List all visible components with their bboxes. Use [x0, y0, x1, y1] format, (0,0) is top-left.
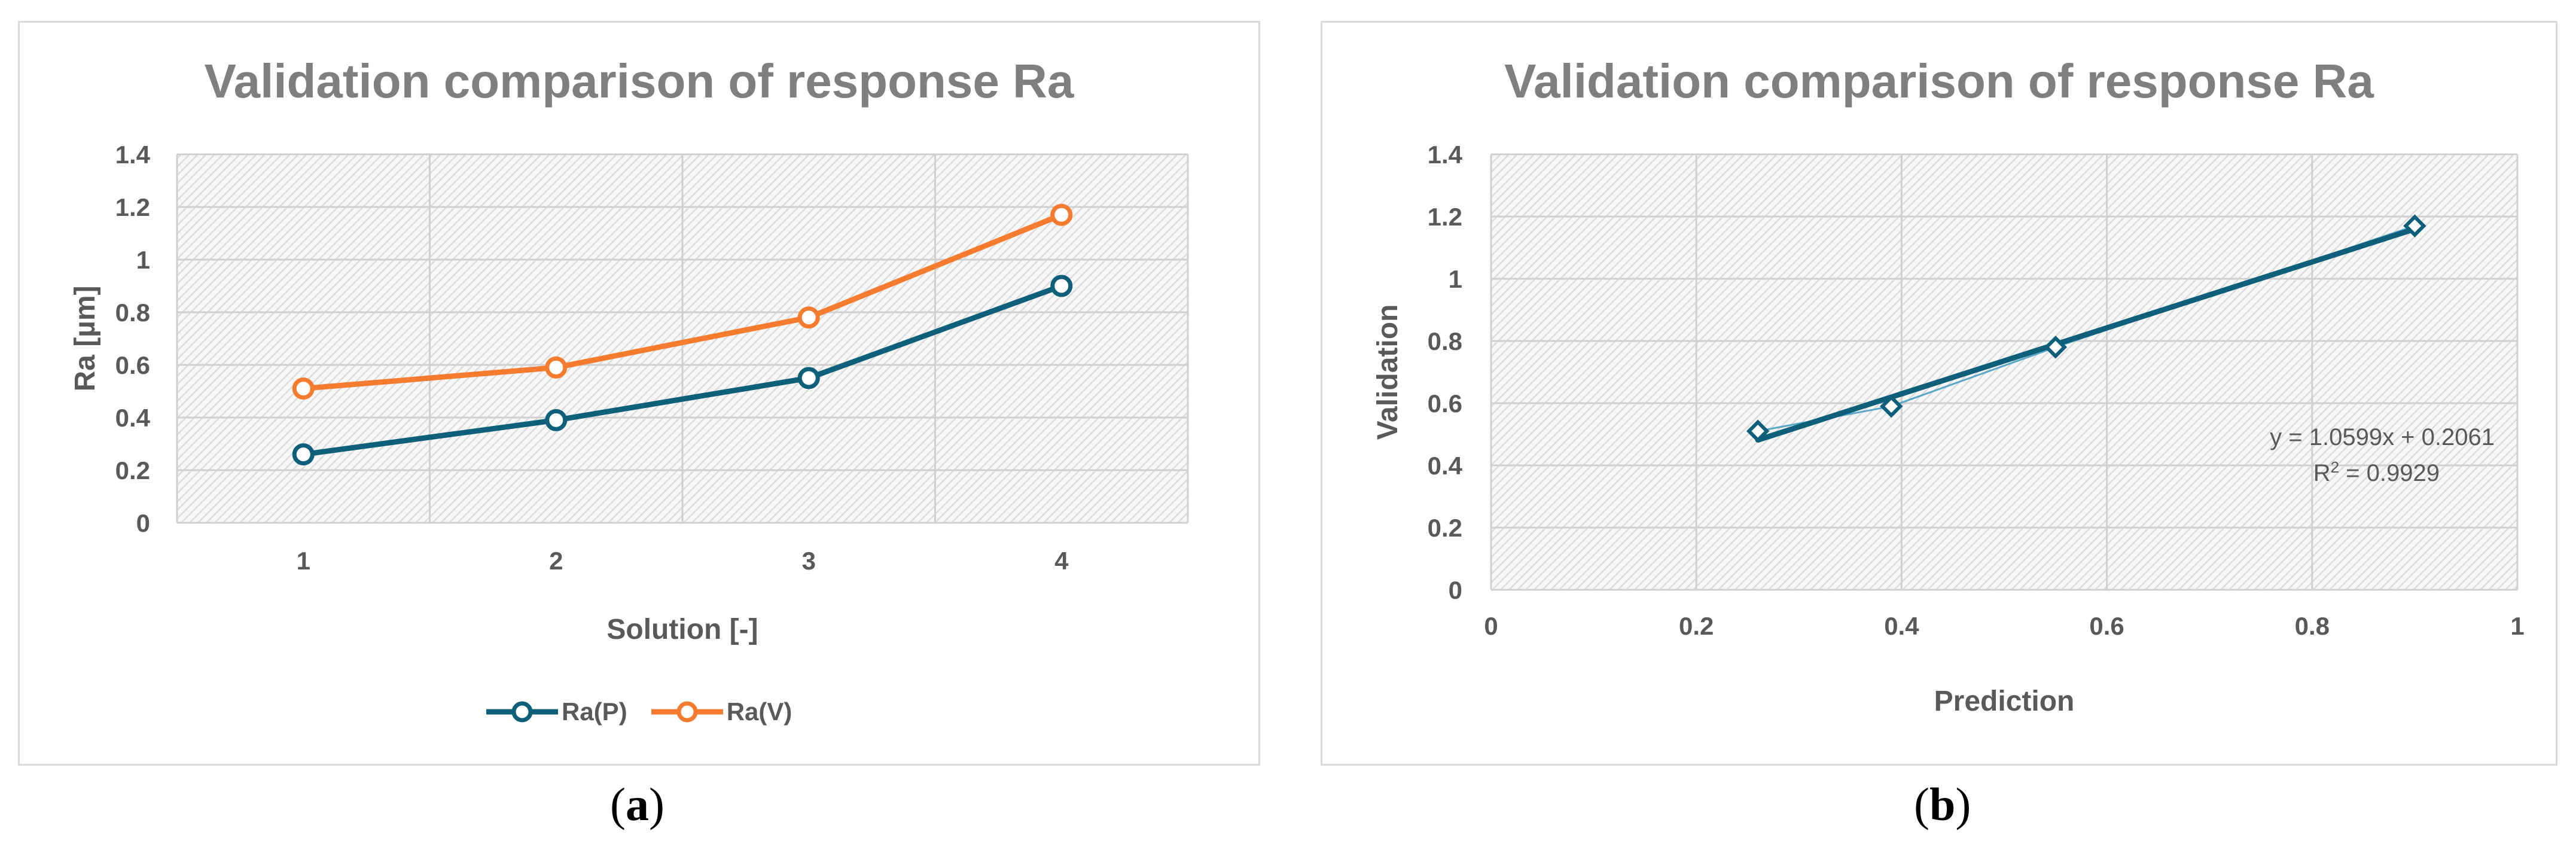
- x-axis-label: Solution [-]: [606, 614, 758, 645]
- y-tick-label: 0.6: [115, 351, 150, 379]
- data-point: [545, 409, 568, 431]
- y-tick-label: 0.4: [115, 404, 151, 432]
- data-point: [1050, 203, 1073, 226]
- series-line-rav: [303, 212, 1063, 392]
- chart-title-a: Validation comparison of response Ra: [204, 54, 1074, 108]
- trendline-equation: y = 1.0599x + 0.2061: [2270, 424, 2495, 450]
- x-tick-label: 0.4: [1884, 612, 1919, 640]
- y-tick-label: 0: [136, 509, 150, 537]
- y-tick-label: 1.4: [115, 141, 151, 169]
- data-point: [292, 377, 315, 400]
- data-point: [797, 367, 820, 389]
- chart-title-b: Validation comparison of response Ra: [1504, 54, 2374, 108]
- y-tick-label: 1: [136, 246, 150, 274]
- legend-label-rap: Ra(P): [562, 697, 627, 726]
- x-tick-label: 1: [2510, 612, 2524, 640]
- r-squared-label: R2 = 0.9929: [2313, 458, 2440, 486]
- data-point: [1746, 419, 1770, 443]
- x-tick-label: 0.6: [2089, 612, 2124, 640]
- y-tick-label: 1.2: [1428, 203, 1462, 231]
- chart-panel-b: Validation comparison of response Ra 0 0.…: [1321, 21, 2557, 766]
- line-chart-svg: 0 0.2 0.4 0.6 0.8 1 1.2 1.4 1 2 3 4 Solution [-] Ra […: [69, 141, 1189, 645]
- legend-label-rav: Ra(V): [726, 697, 792, 726]
- data-point: [2403, 214, 2426, 237]
- x-tick-label: 3: [802, 547, 816, 575]
- x-axis-label: Prediction: [1934, 686, 2075, 717]
- y-tick-label: 1: [1449, 265, 1462, 293]
- y-axis-label: Validation: [1372, 304, 1404, 440]
- x-tick-label: 1: [297, 547, 310, 575]
- y-tick-label: 0.4: [1428, 452, 1463, 480]
- caption-b: (b): [1914, 778, 1971, 830]
- y-tick-label: 0.6: [1428, 389, 1462, 418]
- chart-legend-a: Ra(P) Ra(V): [486, 697, 816, 726]
- data-point: [1050, 275, 1073, 297]
- x-tick-label: 0: [1484, 612, 1498, 640]
- plot-area: [1491, 154, 2517, 590]
- data-point: [292, 443, 315, 466]
- legend-item-rav: Ra(V): [651, 697, 792, 726]
- data-point: [2044, 336, 2068, 359]
- trendline: [1755, 226, 2418, 443]
- y-tick-label: 0.8: [1428, 327, 1462, 355]
- data-point: [797, 306, 820, 329]
- data-point: [545, 356, 568, 379]
- chart-panel-a: Validation comparison of response Ra 0 0.…: [18, 21, 1260, 766]
- x-tick-label: 2: [549, 547, 563, 575]
- y-tick-label: 0.2: [115, 456, 150, 485]
- y-tick-label: 1.2: [115, 193, 150, 221]
- data-point: [1879, 394, 1903, 418]
- y-axis-label: Ra [µm]: [69, 286, 101, 392]
- y-tick-label: 0.2: [1428, 514, 1462, 542]
- x-tick-label: 0.8: [2295, 612, 2330, 640]
- series-line-rap: [303, 283, 1063, 458]
- scatter-chart-svg: 0 0.2 0.4 0.6 0.8 1 0 0.2 0.4 0.6 0.8 1 1.2 1.4 Predic…: [1372, 141, 2525, 717]
- x-tick-label: 4: [1054, 547, 1069, 575]
- y-tick-label: 1.4: [1428, 141, 1463, 169]
- legend-item-rap: Ra(P): [486, 697, 627, 726]
- x-tick-label: 0.2: [1679, 612, 1714, 640]
- y-tick-label: 0.8: [115, 298, 150, 327]
- caption-a: (a): [610, 778, 664, 830]
- legend-marker-rap-icon: [486, 701, 558, 723]
- y-tick-label: 0: [1449, 576, 1462, 604]
- legend-marker-rav-icon: [651, 701, 723, 723]
